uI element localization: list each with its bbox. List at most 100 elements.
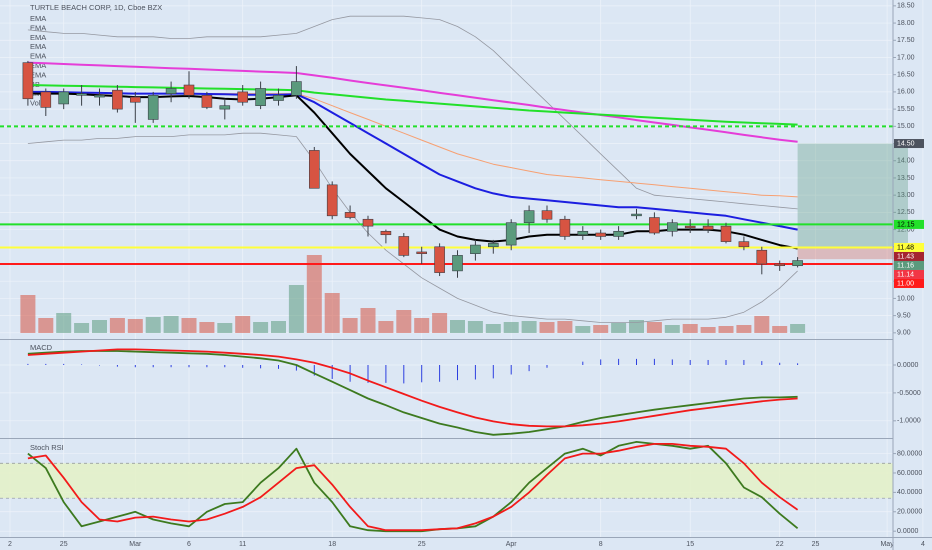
- volume-bar: [324, 293, 340, 333]
- y-tick-label: 0.0000: [897, 362, 919, 369]
- x-tick-label: Mar: [129, 541, 142, 548]
- macd-line: [27, 348, 798, 428]
- y-tick-label: 12.00: [897, 226, 915, 233]
- volume-bar: [199, 322, 215, 333]
- x-tick-label: 6: [187, 541, 191, 548]
- x-tick-label: 2: [8, 541, 12, 548]
- volume-bar: [306, 255, 322, 333]
- stoch-title: Stoch RSI: [30, 443, 64, 452]
- volume-bar: [56, 313, 72, 333]
- candle-body: [684, 225, 696, 229]
- y-tick-label: -1.0000: [897, 418, 921, 425]
- candle-body: [487, 243, 499, 248]
- price-tag: [894, 269, 924, 279]
- stoch-band: [0, 463, 893, 499]
- indicator-line: [27, 90, 798, 231]
- volume-bar: [593, 325, 609, 333]
- candle-body: [40, 91, 52, 108]
- candle-body: [416, 251, 428, 254]
- x-tick-label: 22: [776, 541, 784, 548]
- volume-bar: [163, 316, 179, 333]
- chart-title: TURTLE BEACH CORP, 1D, Cboe BZX: [30, 3, 162, 12]
- candle-body: [112, 89, 123, 110]
- y-tick-label: 16.00: [897, 89, 915, 96]
- price-tag-label: 11.14: [897, 271, 914, 278]
- y-tick-label: 13.50: [897, 175, 915, 182]
- volume-bar: [485, 324, 501, 333]
- volume-bar: [288, 285, 304, 333]
- stoch-line: [27, 443, 799, 532]
- y-tick-label: 15.50: [897, 106, 915, 113]
- volume-bar: [109, 318, 125, 333]
- price-tag: [894, 139, 924, 149]
- volume-bar: [736, 325, 752, 333]
- candle-body: [774, 263, 786, 267]
- y-tick-label: 15.00: [897, 123, 915, 130]
- volume-bar: [503, 322, 519, 333]
- price-tag-label: 14.50: [897, 140, 915, 147]
- price-tag-label: 11.00: [897, 280, 914, 287]
- legend-entry: Vol: [30, 99, 41, 108]
- candle-body: [237, 91, 248, 103]
- volume-bar: [20, 295, 36, 333]
- volume-bar: [772, 326, 788, 333]
- candle-body: [380, 230, 392, 236]
- y-tick-label: 18.50: [897, 3, 915, 10]
- legend-entry: EMA: [30, 52, 46, 61]
- volume-bar: [378, 321, 394, 333]
- price-tag: [894, 242, 924, 252]
- volume-bar: [360, 308, 376, 333]
- volume-bar: [539, 322, 555, 333]
- volume-bar: [450, 320, 465, 333]
- volume-bar: [38, 318, 54, 333]
- volume-bar: [396, 310, 412, 333]
- price-tag: [894, 260, 924, 270]
- y-tick-label: -0.5000: [897, 390, 921, 397]
- y-tick-label: 16.50: [897, 72, 915, 79]
- candle-body: [398, 236, 410, 256]
- candle-body: [344, 212, 356, 218]
- y-tick-label: 17.00: [897, 54, 915, 61]
- candle-body: [666, 222, 678, 232]
- volume-bar: [217, 323, 233, 333]
- volume-bar: [575, 326, 591, 333]
- volume-bar: [145, 317, 161, 333]
- legend-entry: EMA: [30, 70, 46, 79]
- volume-bar: [646, 322, 662, 333]
- volume-bar: [92, 320, 107, 333]
- candle-body: [308, 150, 320, 189]
- candle-body: [523, 210, 535, 223]
- x-tick-label: 4: [921, 541, 925, 548]
- candle-body: [434, 246, 445, 273]
- stoch-line: [27, 441, 799, 533]
- candle-body: [94, 95, 105, 98]
- candle-body: [649, 217, 660, 234]
- candle-body: [631, 213, 642, 217]
- y-tick-label: 18.00: [897, 20, 915, 27]
- volume-bar: [253, 322, 269, 333]
- volume-bar: [181, 318, 197, 333]
- candle-body: [505, 222, 517, 246]
- y-tick-label: 20.0000: [897, 509, 922, 516]
- x-tick-label: 25: [60, 541, 68, 548]
- volume-bar: [682, 324, 698, 333]
- indicator-line: [27, 84, 798, 126]
- indicator-line: [27, 15, 798, 210]
- candle-body: [147, 95, 159, 120]
- volume-bar: [664, 325, 680, 333]
- position-target: [797, 143, 908, 248]
- candle-body: [452, 255, 463, 272]
- candle-body: [738, 241, 750, 248]
- candle-body: [470, 244, 481, 254]
- y-tick-label: 10.00: [897, 295, 915, 302]
- candle-body: [255, 88, 266, 106]
- legend-entry: EMA: [30, 23, 46, 32]
- y-tick-label: 12.50: [897, 209, 915, 216]
- legend-entry: EMA: [30, 33, 46, 42]
- legend-entry: EMA: [30, 42, 46, 51]
- y-tick-label: 0.0000: [897, 528, 919, 535]
- volume-bar: [271, 321, 286, 333]
- x-tick-label: 15: [686, 541, 694, 548]
- indicator-line: [27, 61, 798, 143]
